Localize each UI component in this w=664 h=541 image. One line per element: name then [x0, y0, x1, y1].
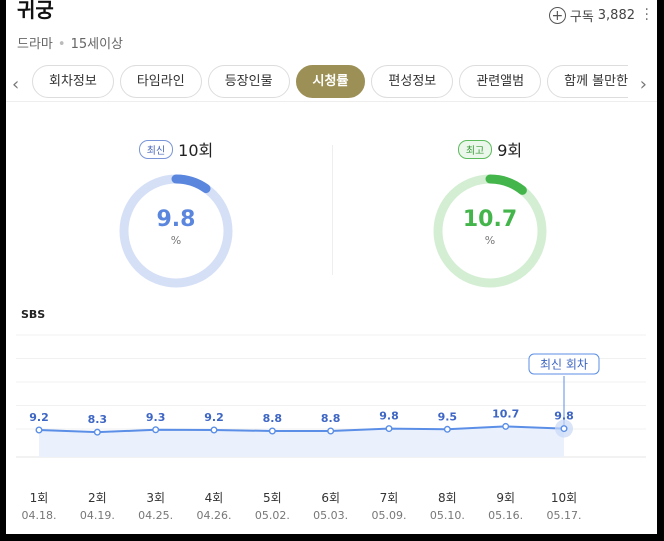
latest-episode: 10회: [178, 141, 214, 160]
tab-ratings[interactable]: 시청률: [295, 65, 366, 98]
ratings-panel: 귀궁 드라마 • 15세이상 + 구독 3,882 · · · ‹ 회차정보 타임라인 등장…: [6, 0, 657, 534]
program-meta: 드라마 • 15세이상: [17, 33, 123, 52]
x-tick-episode: 9회: [496, 491, 515, 505]
program-title: 귀궁: [17, 0, 54, 22]
x-tick-episode: 10회: [551, 491, 577, 505]
more-options-icon[interactable]: · · ·: [644, 2, 649, 28]
subscribe-count: 3,882: [597, 8, 635, 23]
callout-label: 최신 회차: [540, 358, 588, 372]
x-tick-episode: 2회: [88, 491, 107, 505]
chevron-left-icon[interactable]: ‹: [12, 74, 20, 95]
x-tick-date: 05.16.: [488, 509, 523, 522]
gauge-divider: [332, 145, 333, 275]
data-label: 9.2: [204, 411, 224, 424]
age-rating-label: 15세이상: [70, 37, 123, 52]
best-ring-arc: [433, 174, 547, 288]
data-point: [385, 425, 393, 433]
x-tick-date: 04.19.: [80, 509, 115, 522]
x-tick-date: 04.25.: [138, 509, 173, 522]
tab-cast[interactable]: 등장인물: [207, 65, 290, 98]
tab-episode-info[interactable]: 회차정보: [32, 65, 114, 98]
best-rating-header: 최고 9회: [380, 137, 600, 161]
x-tick-episode: 1회: [30, 491, 49, 505]
chart-area-fill: [39, 426, 564, 457]
data-point: [502, 422, 510, 430]
tab-albums[interactable]: 관련앨범: [459, 65, 542, 98]
x-tick-episode: 5회: [263, 491, 282, 505]
genre-label: 드라마: [17, 37, 53, 52]
x-tick-episode: 4회: [205, 491, 224, 505]
data-point: [35, 426, 43, 434]
best-rating-gauge: 최고 9회 10.7 %: [380, 133, 600, 293]
series-line: [38, 425, 565, 434]
data-label: 9.3: [146, 411, 166, 424]
x-tick-episode: 3회: [146, 491, 165, 505]
data-label: 10.7: [492, 407, 519, 420]
x-tick-date: 04.18.: [22, 509, 57, 522]
best-rating-unit: %: [484, 234, 496, 247]
x-tick-date: 05.09.: [372, 509, 407, 522]
data-point: [560, 425, 568, 433]
data-label: 9.5: [438, 410, 458, 423]
tab-timeline[interactable]: 타임라인: [119, 65, 202, 98]
data-point: [210, 426, 218, 434]
data-label: 9.8: [554, 410, 574, 423]
plus-icon: +: [548, 7, 566, 24]
tab-schedule[interactable]: 편성정보: [371, 65, 454, 98]
latest-rating-unit: %: [170, 234, 182, 247]
x-tick-episode: 8회: [438, 491, 457, 505]
best-ring: [433, 174, 547, 288]
x-tick-date: 04.26.: [197, 509, 232, 522]
latest-badge: 최신: [138, 140, 174, 159]
data-label: 8.8: [321, 412, 341, 425]
best-episode: 9회: [497, 141, 523, 160]
tab-recommended[interactable]: 함께 볼만한: [547, 65, 628, 98]
subscribe-button[interactable]: + 구독 3,882: [548, 6, 635, 25]
data-label: 8.3: [88, 413, 108, 426]
latest-rating-gauge: 최신 10회 9.8 %: [66, 133, 286, 293]
subscribe-label: 구독: [569, 10, 594, 25]
tab-list: 회차정보 타임라인 등장인물 시청률 편성정보 관련앨범 함께 볼만한: [32, 65, 628, 99]
latest-rating-header: 최신 10회: [66, 137, 286, 161]
chevron-right-icon[interactable]: ›: [639, 74, 647, 95]
latest-ring-arc: [119, 174, 233, 288]
data-point: [443, 425, 451, 433]
data-point: [152, 426, 160, 434]
x-tick-date: 05.10.: [430, 509, 465, 522]
data-point: [93, 428, 101, 436]
x-tick-episode: 6회: [321, 491, 340, 505]
callout-box: [528, 353, 600, 375]
latest-rating-value: 9.8: [156, 207, 196, 232]
data-label: 9.8: [379, 410, 399, 423]
data-label: 9.2: [29, 411, 49, 424]
data-point: [268, 427, 276, 435]
x-tick-date: 05.17.: [547, 509, 582, 522]
ratings-line-chart: 최신 회차 9.2 1회 04.18. 8.3 2회 04.19. 9.3 3회 04.25. 9.…: [16, 334, 646, 522]
channel-label: SBS: [21, 308, 46, 321]
x-tick-date: 05.02.: [255, 509, 290, 522]
data-label: 8.8: [263, 412, 283, 425]
meta-separator: •: [57, 37, 66, 52]
best-rating-value: 10.7: [462, 207, 518, 232]
x-tick-date: 05.03.: [313, 509, 348, 522]
x-tick-episode: 7회: [380, 491, 399, 505]
data-point: [327, 427, 335, 435]
latest-ring: [119, 174, 233, 288]
best-badge: 최고: [457, 140, 493, 159]
tab-bar: ‹ 회차정보 타임라인 등장인물 시청률 편성정보 관련앨범 함께 볼만한 ›: [6, 62, 657, 102]
